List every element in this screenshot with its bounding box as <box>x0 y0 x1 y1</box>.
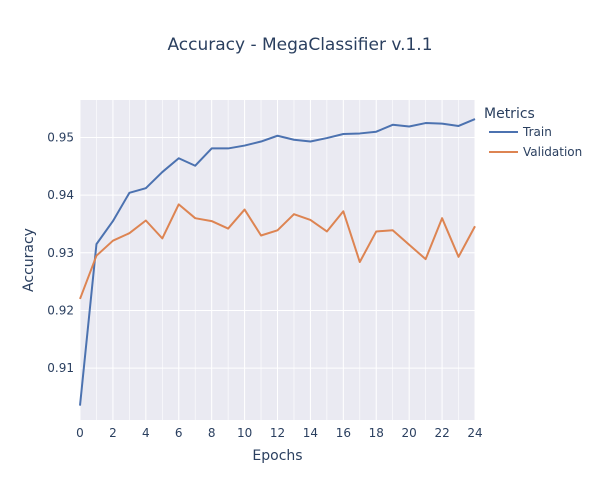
x-tick-label: 6 <box>175 426 183 440</box>
legend-title: Metrics <box>484 106 535 122</box>
tick-labels: 0 2 4 6 8 10 12 14 16 18 20 22 240.910.920.930.940.9… <box>47 130 482 440</box>
x-tick-label: 18 <box>369 426 384 440</box>
y-axis-title: Accuracy <box>21 228 37 292</box>
x-tick-label: 22 <box>434 426 449 440</box>
x-tick-label: 12 <box>270 426 285 440</box>
x-tick-label: 8 <box>208 426 216 440</box>
legend-label: Train <box>522 125 552 139</box>
x-tick-label: 4 <box>142 426 150 440</box>
x-tick-label: 10 <box>237 426 252 440</box>
y-tick-label: 0.95 <box>47 130 74 144</box>
series-line-validation[interactable] <box>79 203 476 300</box>
legend[interactable]: Metrics Train Validation <box>484 106 582 159</box>
legend-label: Validation <box>523 145 582 159</box>
legend-item-validation[interactable]: Validation <box>489 145 582 159</box>
x-tick-label: 16 <box>336 426 351 440</box>
x-axis-title: Epochs <box>252 448 302 464</box>
y-tick-label: 0.94 <box>47 188 74 202</box>
x-tick-label: 14 <box>303 426 318 440</box>
y-tick-label: 0.92 <box>47 303 74 317</box>
legend-item-train[interactable]: Train <box>489 125 552 139</box>
x-tick-label: 2 <box>109 426 117 440</box>
chart-title: Accuracy - MegaClassifier v.1.1 <box>167 35 432 55</box>
y-tick-label: 0.91 <box>47 361 74 375</box>
x-tick-label: 0 <box>76 426 84 440</box>
series-lines <box>79 118 476 406</box>
series-line-train[interactable] <box>79 118 476 406</box>
grid-lines <box>79 100 476 420</box>
x-tick-label: 24 <box>467 426 482 440</box>
y-tick-label: 0.93 <box>47 246 74 260</box>
x-tick-label: 20 <box>402 426 417 440</box>
